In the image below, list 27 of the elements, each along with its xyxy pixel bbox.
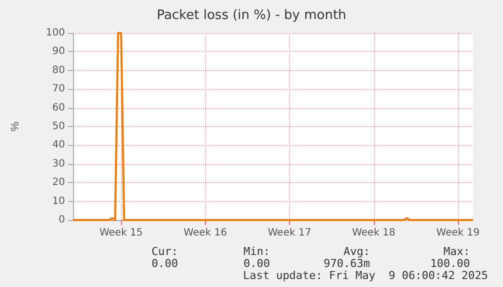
text: 0.00 [244, 257, 270, 270]
x-tick-label: Week 19 [436, 228, 480, 238]
y-tick-label: 30 [52, 158, 65, 170]
text: 0.00 [152, 257, 178, 270]
y-tick-label: 60 [52, 102, 65, 114]
y-tick-label: 0 [58, 214, 65, 226]
x-tick-label: Week 16 [184, 228, 227, 238]
y-tick-label: 40 [52, 140, 65, 151]
text: Min: [244, 245, 270, 258]
y-tick-label: 20 [52, 177, 65, 188]
text: Last update: Fri May 9 06:00:42 2025 [242, 269, 488, 282]
y-tick-label: 90 [52, 46, 65, 58]
y-tick-label: 80 [52, 64, 65, 76]
x-tick-label: Week 17 [268, 228, 312, 238]
y-tick-label: 10 [52, 196, 65, 207]
y-tick-label: 50 [52, 121, 65, 132]
chart-title: Packet loss (in %) - by month [156, 8, 346, 23]
text: Max: [444, 245, 470, 258]
text: Avg: [344, 245, 370, 258]
y-axis-title: % [10, 121, 22, 132]
x-tick-label: Week 18 [352, 228, 396, 238]
x-tick-label: Week 15 [99, 228, 143, 238]
text: 100.00 [430, 257, 470, 270]
text: 970.63m [324, 257, 370, 270]
y-tick-label: 70 [52, 84, 65, 95]
y-tick-label: 100 [46, 28, 65, 38]
text: Cur: [152, 245, 178, 258]
